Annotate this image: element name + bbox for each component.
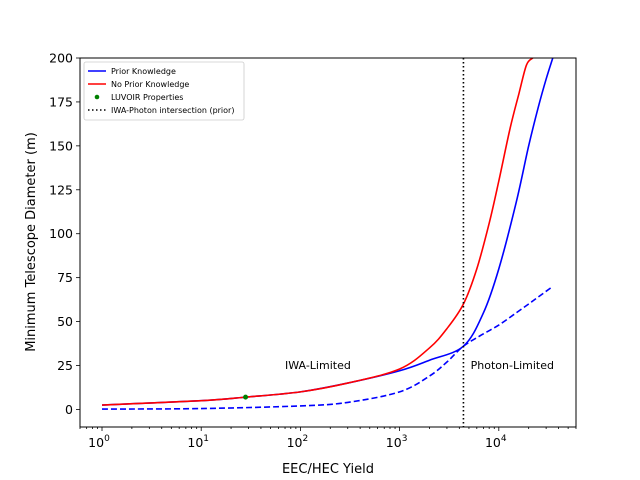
x-axis-label: EEC/HEC Yield	[282, 462, 374, 477]
x-tick-base: 10	[485, 435, 501, 450]
y-tick-label: 0	[65, 402, 73, 417]
y-axis-label: Minimum Telescope Diameter (m)	[24, 132, 39, 352]
y-tick-label: 200	[49, 51, 73, 66]
x-tick-label: 104	[485, 434, 507, 450]
line-series-2	[102, 285, 554, 410]
x-tick-base: 10	[88, 435, 104, 450]
annotation: Photon-Limited	[471, 359, 554, 372]
x-tick-label: 102	[287, 434, 309, 450]
series-layer	[101, 58, 554, 427]
x-tick-exponent: 0	[104, 434, 110, 444]
x-tick-label: 101	[187, 434, 209, 450]
axes-layer	[79, 57, 577, 428]
scatter-point-0	[243, 394, 249, 400]
legend: Prior Knowledge No Prior Knowledge LUVOIR …	[83, 61, 245, 121]
y-tick-label: 25	[57, 358, 73, 373]
plot-frame	[79, 57, 577, 428]
y-tick-label: 75	[57, 270, 73, 285]
x-tick-exponent: 3	[402, 434, 408, 444]
legend-label: Prior Knowledge	[111, 67, 176, 76]
y-tick-label: 50	[57, 314, 73, 329]
y-tick-label: 175	[49, 94, 73, 109]
annotations: IWA-Limited Photon-Limited	[285, 359, 554, 372]
x-tick-exponent: 2	[302, 434, 308, 444]
legend-swatch	[94, 94, 100, 100]
y-ticks: 0 25 50 75 100 125 150 175 200	[49, 51, 80, 417]
line-series-1	[101, 58, 534, 406]
x-tick-base: 10	[187, 435, 203, 450]
y-tick-label: 100	[49, 226, 73, 241]
x-tick-label: 100	[88, 434, 110, 450]
legend-box	[83, 61, 245, 121]
y-tick-label: 150	[49, 138, 73, 153]
annotation: IWA-Limited	[285, 359, 351, 372]
x-ticks: 100 101 102 103 104	[79, 427, 577, 450]
y-tick-label: 125	[49, 182, 73, 197]
legend-label: LUVOIR Properties	[111, 93, 183, 102]
x-tick-exponent: 4	[501, 434, 507, 444]
x-tick-exponent: 1	[203, 434, 209, 444]
x-tick-base: 10	[386, 435, 402, 450]
legend-label: IWA-Photon intersection (prior)	[111, 106, 234, 115]
x-tick-label: 103	[386, 434, 408, 450]
legend-label: No Prior Knowledge	[111, 80, 189, 89]
x-tick-base: 10	[287, 435, 303, 450]
